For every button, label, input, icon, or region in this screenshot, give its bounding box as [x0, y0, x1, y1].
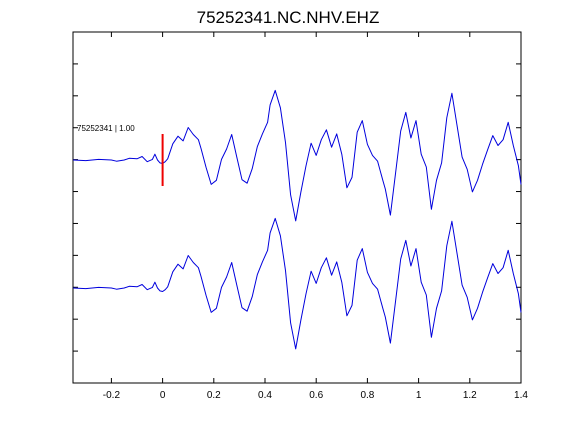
x-tick-label: 0.6	[309, 390, 323, 401]
axis-ticks	[73, 32, 522, 383]
x-tick-labels: -0.2 0 0.2 0.4 0.6 0.8 1 1.2 1.4	[103, 390, 529, 401]
waveform-traces	[72, 89, 522, 350]
x-tick-label: 0.8	[360, 390, 374, 401]
x-tick-label: 1.2	[463, 390, 477, 401]
x-tick-label: 0	[160, 390, 166, 401]
x-tick-label: -0.2	[103, 390, 121, 401]
plot-area	[72, 31, 522, 384]
waveform-trace-2	[72, 217, 522, 350]
x-tick-label: 1	[416, 390, 422, 401]
x-tick-label: 0.4	[258, 390, 272, 401]
chart-title: 75252341.NC.NHV.EHZ	[197, 8, 380, 27]
x-tick-label: 0.2	[207, 390, 221, 401]
waveform-trace-1	[72, 89, 522, 222]
x-tick-label: 1.4	[514, 390, 528, 401]
trace-annotation: 75252341 | 1.00	[77, 124, 135, 133]
